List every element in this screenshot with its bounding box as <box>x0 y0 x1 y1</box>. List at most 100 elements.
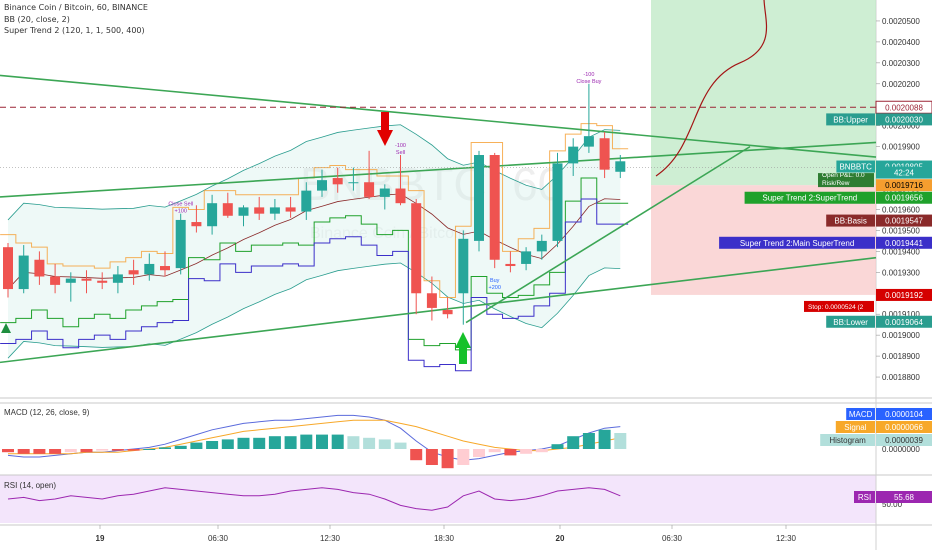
price-label-bg <box>876 113 932 126</box>
price-label-name: BB:Basis <box>834 217 866 226</box>
macd-histogram-bar <box>504 449 517 456</box>
price-label-bg <box>876 166 932 179</box>
long-marker-icon <box>1 323 11 333</box>
forecast-curve <box>655 0 768 177</box>
time-tick-label: 18:30 <box>434 534 455 543</box>
macd-histogram-bar <box>190 442 203 449</box>
candle-body <box>568 146 579 164</box>
target-zone <box>651 0 876 186</box>
price-tick-label: 0.0020200 <box>882 80 920 89</box>
price-label-value: 0.0020030 <box>885 115 923 124</box>
candle-body <box>207 203 218 227</box>
candle-body <box>18 255 29 290</box>
time-tick-label: 20 <box>556 534 565 543</box>
price-label-name-bg <box>836 160 875 173</box>
candle-body <box>50 276 61 285</box>
price-label-bg <box>876 191 932 204</box>
signal-line <box>8 419 621 455</box>
candle-body <box>269 207 280 214</box>
rsi-title: RSI (14, open) <box>4 481 56 490</box>
macd-line <box>7 414 621 461</box>
macd-histogram-bar <box>331 434 344 449</box>
price-label-name: Super Trend 2:SuperTrend <box>762 194 857 203</box>
macd-histogram-bar <box>268 436 281 449</box>
watermark-subtitle: Binance Coin / Bitcoin <box>310 225 467 242</box>
macd-histogram-bar <box>582 433 595 449</box>
macd-histogram-bar <box>33 449 46 454</box>
price-tick-label: 0.0019100 <box>882 310 920 319</box>
candle-body <box>301 190 312 212</box>
candle-body <box>191 222 202 227</box>
price-label-bg <box>876 315 932 328</box>
macd-histogram-bar <box>64 449 77 453</box>
candle-body <box>238 207 249 216</box>
price-label-name-bg <box>826 214 875 227</box>
candle-body <box>505 263 516 267</box>
price-tick-label: 0.0020400 <box>882 38 920 47</box>
buy-arrow <box>455 332 471 364</box>
macd-label-name: Signal <box>844 423 866 432</box>
price-label-bg <box>876 288 932 301</box>
macd-label-name: Histogram <box>829 436 866 445</box>
rsi-band <box>0 475 876 523</box>
signal-label: -100 <box>395 143 406 149</box>
macd-histogram-bar <box>614 433 627 449</box>
macd-label-name-bg <box>835 421 875 433</box>
price-label-name-bg <box>719 236 875 249</box>
price-label-value: 0.0019441 <box>885 239 923 248</box>
signal-sublabel: +200 <box>489 285 501 291</box>
price-tick-label: 0.0020000 <box>882 122 920 131</box>
price-tick-label: 0.0018900 <box>882 352 920 361</box>
supertrend-indicator-label: Super Trend 2 (120, 1, 1, 500, 400) <box>4 26 145 35</box>
macd-label-value-bg <box>876 421 932 433</box>
signal-sublabel: +100 <box>175 209 187 215</box>
macd-histogram-bar <box>221 439 234 449</box>
rsi-label-value-bg <box>876 491 932 503</box>
price-label-value: 0.0019656 <box>885 194 923 203</box>
candle-body <box>332 178 343 185</box>
candle-body <box>348 182 359 184</box>
time-tick-label: 19 <box>96 534 105 543</box>
macd-histogram-bar <box>473 449 485 457</box>
macd-histogram-bar <box>111 449 124 451</box>
macd-histogram-bar <box>378 439 391 449</box>
candle-body <box>81 278 92 281</box>
macd-label-name-bg <box>846 408 875 420</box>
candle-body <box>317 180 327 191</box>
candle-body <box>536 240 547 252</box>
macd-histogram-bar <box>80 449 93 453</box>
candle-body <box>552 163 563 241</box>
signal-label: -100 <box>583 72 594 78</box>
time-tick-label: 12:30 <box>776 534 797 543</box>
candle-body <box>34 259 45 277</box>
watermark-symbol: BNBBTC, 60 <box>300 158 563 210</box>
candle-body <box>615 161 626 172</box>
macd-histogram-bar <box>551 444 564 449</box>
candle-body <box>128 270 139 275</box>
signal-label: Close Sell <box>168 202 193 208</box>
bb-upper-line <box>7 124 621 221</box>
risk-reward-text: Risk/Rew <box>822 180 850 187</box>
macd-histogram-bar <box>347 436 360 449</box>
macd-histogram-bar <box>316 434 328 449</box>
bb-lower-line <box>7 262 621 359</box>
price-label-value: 0.0019547 <box>885 217 923 226</box>
candle-body <box>474 155 484 241</box>
rsi-label-name: RSI <box>858 493 871 502</box>
price-label-value: 0.0019716 <box>885 181 923 190</box>
open-pnl-text: Open P&L: 0.0 <box>822 172 865 179</box>
candle-body <box>599 138 610 170</box>
sell-arrow <box>377 112 393 146</box>
macd-histogram-bar <box>127 449 140 451</box>
macd-histogram-bar <box>49 449 62 454</box>
price-tick-label: 0.0019000 <box>882 331 920 340</box>
rsi-label-value: 55.68 <box>894 493 915 502</box>
macd-histogram-bar <box>17 449 30 454</box>
rsi-tick-label: 50.00 <box>882 500 903 509</box>
macd-histogram-bar <box>284 436 297 449</box>
macd-title: MACD (12, 26, close, 9) <box>4 408 90 417</box>
candle-body <box>583 136 594 147</box>
signal-sublabel: Sell <box>396 150 405 156</box>
candle-body <box>97 280 108 283</box>
